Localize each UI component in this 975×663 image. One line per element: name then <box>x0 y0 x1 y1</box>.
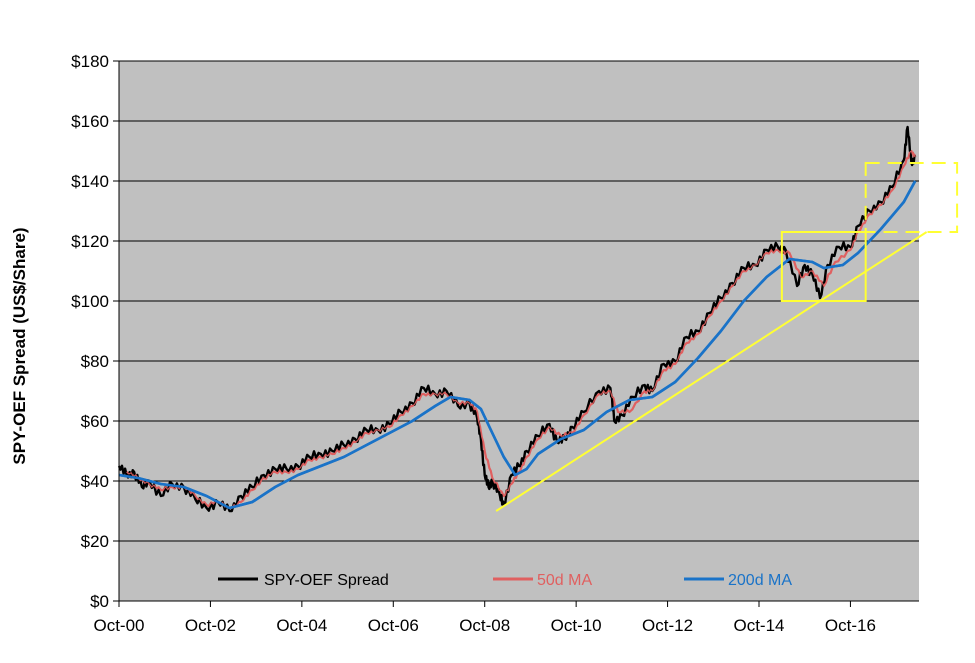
y-tick-label: $100 <box>71 292 109 311</box>
y-tick-label: $140 <box>71 172 109 191</box>
y-tick-label: $120 <box>71 232 109 251</box>
y-tick-label: $0 <box>90 592 109 611</box>
legend-label: 50d MA <box>537 572 592 589</box>
y-tick-label: $20 <box>81 532 109 551</box>
annotation-layer <box>495 162 959 512</box>
y-axis-title: SPY-OEF Spread (US$/Share) <box>10 227 29 464</box>
series-layer <box>117 125 917 513</box>
highlight-box-dashed <box>864 162 959 233</box>
series-line-spy-oef-spread <box>117 125 917 513</box>
x-tick-label: Oct-02 <box>185 616 236 635</box>
x-tick-label: Oct-12 <box>642 616 693 635</box>
y-tick-label: $60 <box>81 412 109 431</box>
axes: $0 $20 $40 $60 $80 $100 $120 $140 $160 $180 Oct-00… <box>71 52 919 635</box>
legend-label: SPY-OEF Spread <box>264 572 389 589</box>
y-tick-label: $80 <box>81 352 109 371</box>
x-tick-label: Oct-10 <box>551 616 602 635</box>
y-tick-label: $180 <box>71 52 109 71</box>
y-tick-label: $160 <box>71 112 109 131</box>
x-tick-label: Oct-06 <box>368 616 419 635</box>
gridlines <box>119 60 919 542</box>
x-tick-label: Oct-14 <box>733 616 784 635</box>
y-tick-label: $40 <box>81 472 109 491</box>
plot-area <box>119 61 919 601</box>
x-tick-label: Oct-08 <box>459 616 510 635</box>
x-tick-label: Oct-16 <box>825 616 876 635</box>
highlight-box <box>780 231 867 302</box>
x-tick-label: Oct-00 <box>93 616 144 635</box>
legend-label: 200d MA <box>728 572 792 589</box>
x-tick-label: Oct-04 <box>276 616 327 635</box>
trend-line <box>495 231 928 512</box>
series-line-200d-ma-top <box>118 180 917 510</box>
legend: SPY-OEF Spread 50d MA 200d MA <box>140 566 875 592</box>
